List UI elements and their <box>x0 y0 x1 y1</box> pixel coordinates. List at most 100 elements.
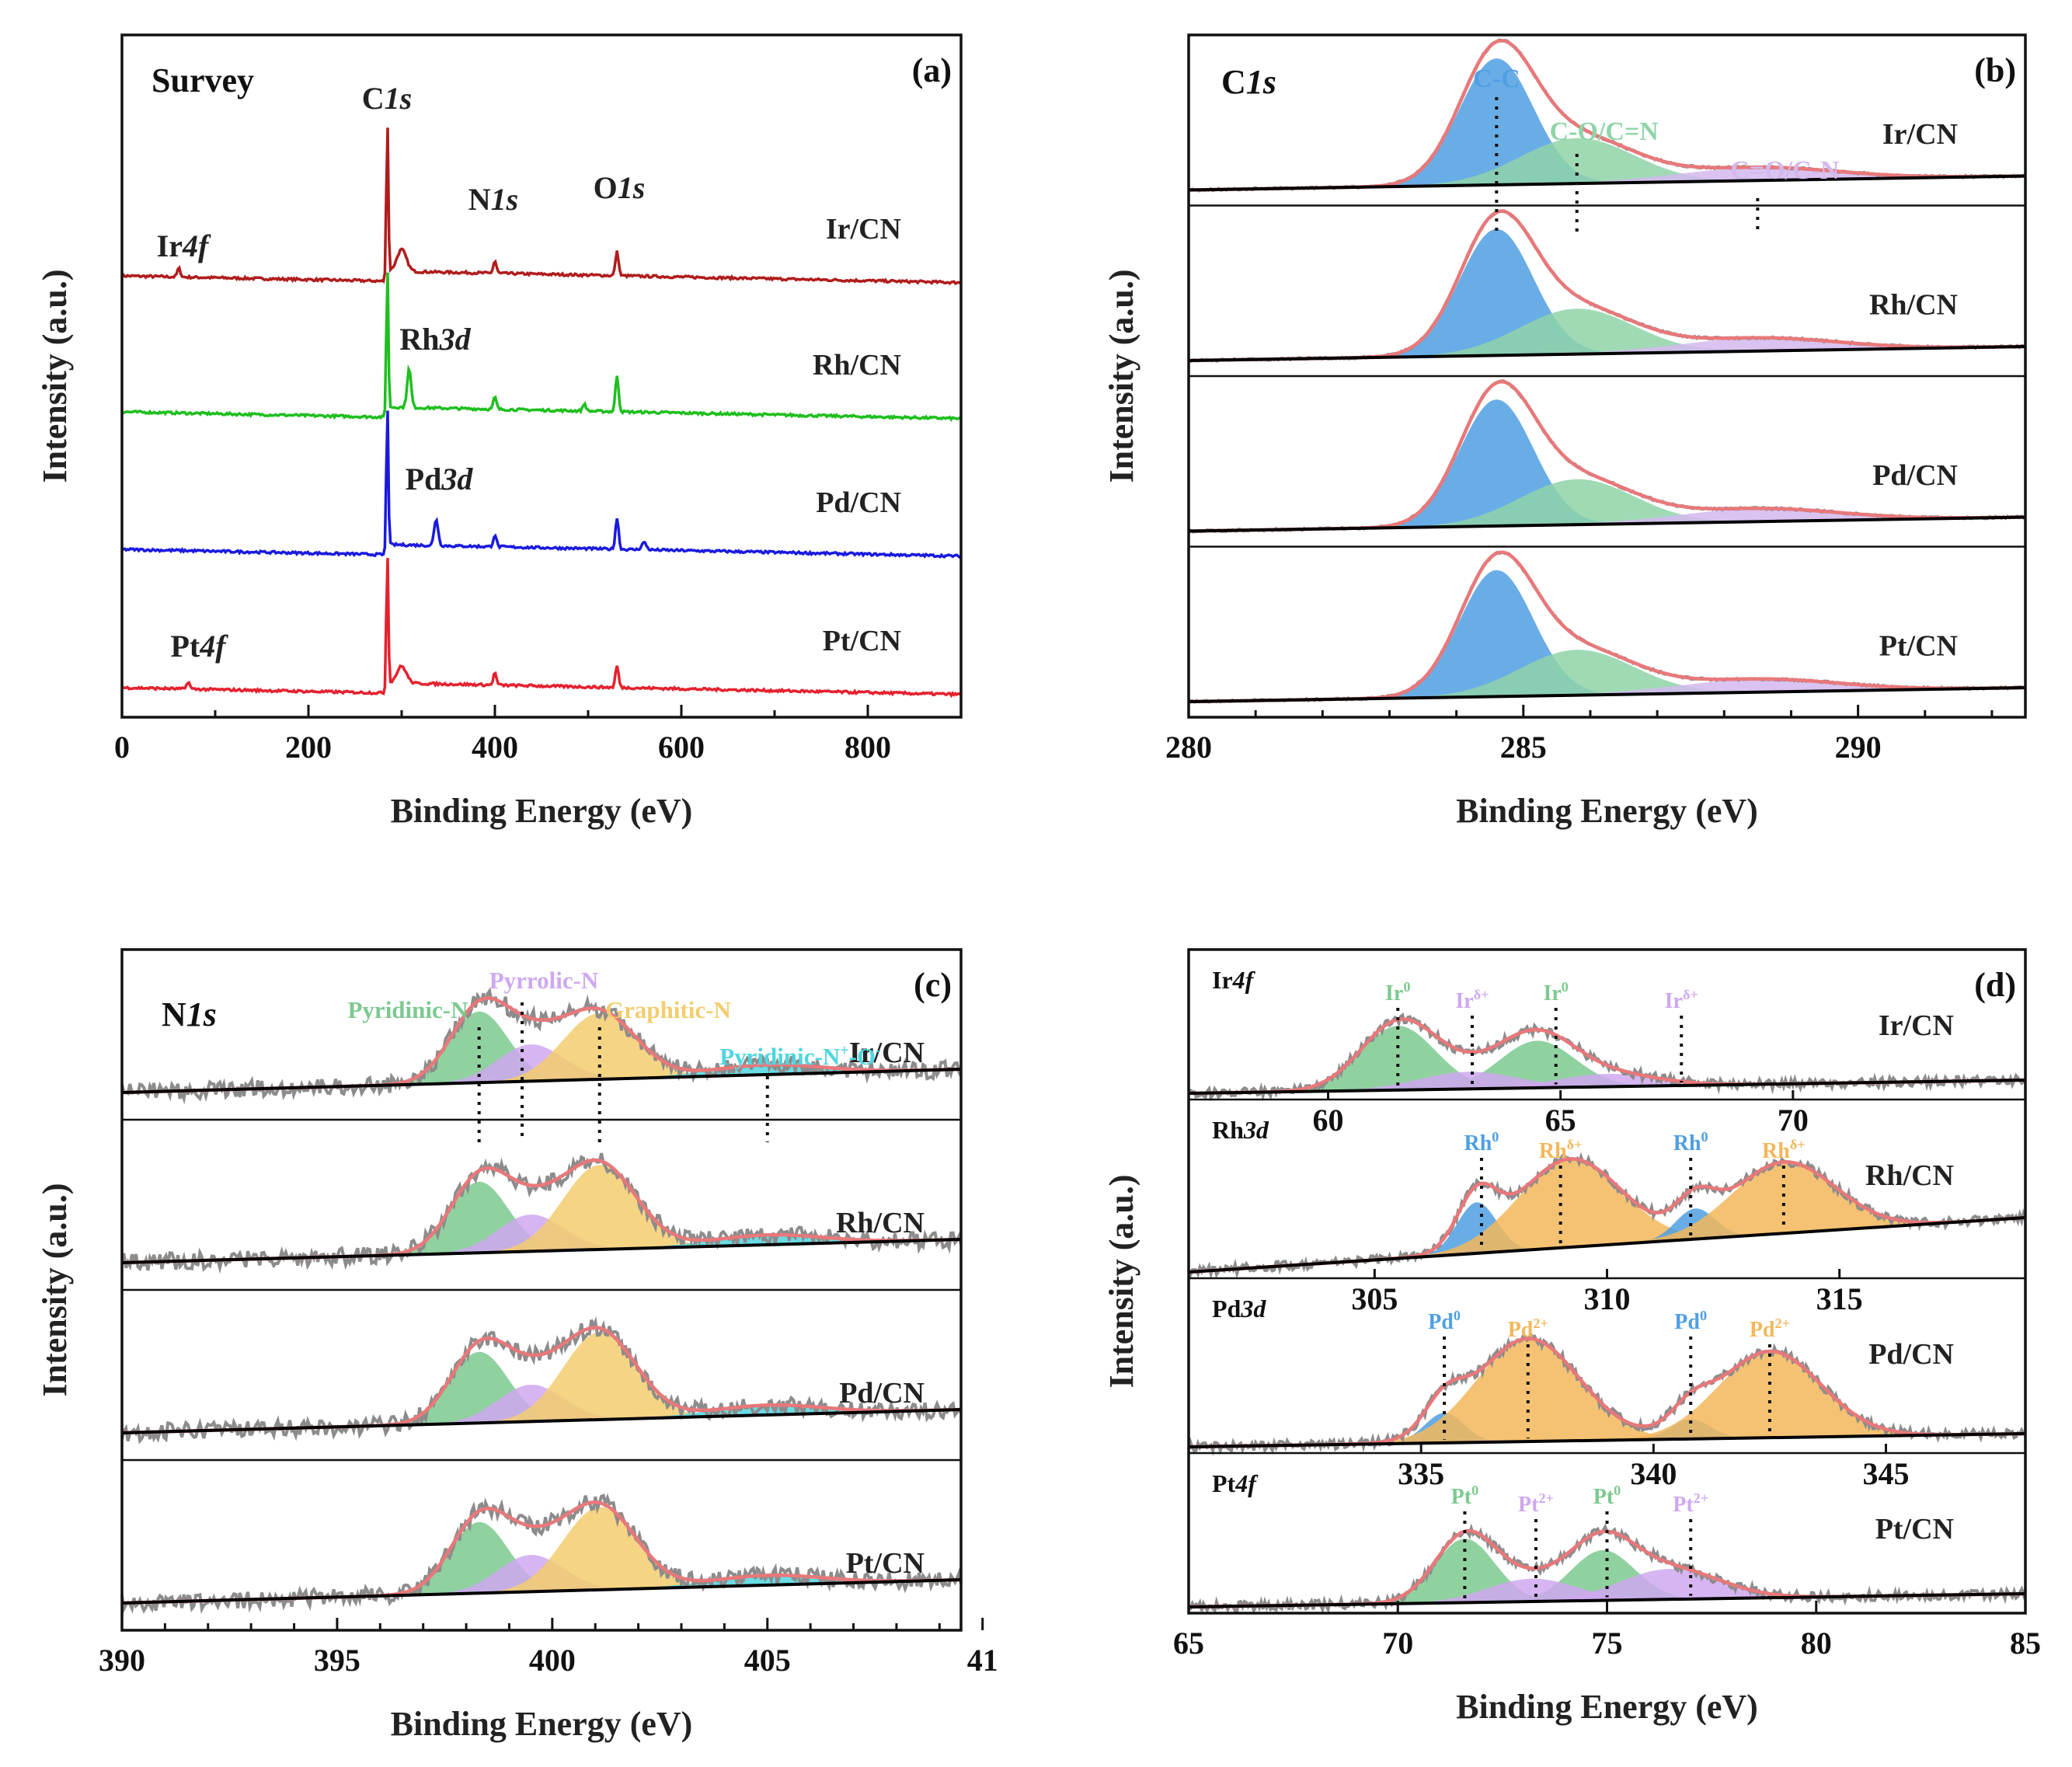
component-label: C-O/C=N <box>1550 117 1659 146</box>
x-tick-label: 405 <box>744 1643 791 1678</box>
oxidation-state-label: Rhδ+ <box>1539 1137 1583 1163</box>
x-tick-label: 65 <box>1545 1103 1576 1138</box>
fit-component-graphiticn <box>122 1332 961 1433</box>
oxidation-state-label: Irδ+ <box>1455 987 1489 1013</box>
oxidation-state-label: Pt0 <box>1593 1483 1621 1509</box>
component-label: Pyridinic-N+-O- <box>719 1042 881 1070</box>
fit-component-pyridinicno <box>122 1235 961 1263</box>
panel-b-frame <box>1187 33 2027 719</box>
fit-component-pyridinicno <box>122 1065 961 1093</box>
survey-line-rh-cn <box>121 272 962 422</box>
sample-label: Ir/CN <box>849 1037 925 1069</box>
sample-label: Pt/CN <box>1875 1513 1954 1546</box>
survey-line-pt-cn <box>121 558 962 699</box>
survey-line-pd-cn <box>122 410 963 559</box>
oxidation-state-label: Irδ+ <box>1665 987 1698 1013</box>
sample-label: Pt/CN <box>1879 630 1958 663</box>
x-tick-label: 80 <box>1801 1626 1832 1661</box>
baseline-line <box>1188 1432 2026 1448</box>
fit-component-graphiticn <box>122 1165 961 1263</box>
element-label: Rh3d <box>1212 1116 1269 1144</box>
panel-a-ylabel: Intensity (a.u.) <box>36 269 74 483</box>
baseline-line <box>1188 1592 2026 1608</box>
oxidation-state-label: Rh0 <box>1673 1129 1708 1155</box>
fit-component-cocn <box>1189 650 2025 702</box>
panel-a-frame <box>120 33 963 719</box>
oxidation-state-label: Pt2+ <box>1518 1490 1554 1517</box>
panel-d-xlabel: Binding Energy (eV) <box>1456 1688 1758 1726</box>
x-tick-label: 335 <box>1398 1456 1444 1491</box>
panel-c: Ir/CN Rh/CN Pd/CN Pt/CN 390 395 400 405 41 (c) Bin… <box>36 948 998 1743</box>
raw-data-line <box>120 1316 963 1445</box>
fit-component-cocn <box>1189 167 2025 190</box>
fit-component-rh-oxidized <box>1189 1162 2025 1272</box>
component-label: C=O/C-N <box>1730 156 1840 185</box>
x-tick-label: 65 <box>1173 1626 1204 1661</box>
x-tick-label: 345 <box>1863 1456 1910 1491</box>
fit-component-cocn <box>1189 679 2025 702</box>
fit-component-pd-oxidized <box>1189 1338 2025 1447</box>
fit-component-cocn <box>1189 338 2025 361</box>
raw-data-line <box>120 1493 963 1615</box>
oxidation-state-label: Pd0 <box>1674 1308 1707 1334</box>
sample-label: Pd/CN <box>1868 1338 1954 1371</box>
fit-component-cocn <box>1189 479 2025 531</box>
x-tick-label: 600 <box>658 730 705 765</box>
sample-label: Ir/CN <box>1882 118 1958 151</box>
fit-component-ir-metallic <box>1189 1026 2025 1093</box>
x-tick-label: 70 <box>1382 1626 1413 1661</box>
element-label: Pd3d <box>1212 1295 1266 1323</box>
fit-component-graphiticn <box>122 1012 961 1093</box>
sample-label: Pt/CN <box>846 1547 925 1580</box>
x-tick-label: 310 <box>1584 1281 1631 1316</box>
x-tick-label: 400 <box>472 730 518 765</box>
fit-component-ir-oxidized <box>1189 1074 2025 1093</box>
oxidation-state-label: Pd2+ <box>1508 1316 1548 1342</box>
panel-d: Ir4f Ir/CN Ir0 Irδ+ Ir0 Irδ+ 60 65 70 Rh3d Rh/CN Rh… <box>1102 948 2041 1726</box>
fit-component-pyridinicno <box>122 1405 961 1433</box>
panel-b-xlabel: Binding Energy (eV) <box>1456 792 1758 830</box>
x-tick-label: 390 <box>99 1643 145 1678</box>
survey-series-label: Pd/CN <box>816 486 901 519</box>
element-label: Pt4f <box>1212 1469 1259 1497</box>
oxidation-state-label: Pt0 <box>1451 1483 1479 1509</box>
oxidation-state-label: Pd2+ <box>1750 1316 1790 1342</box>
survey-peak-label: C1s <box>362 81 412 116</box>
panel-b-ylabel: Intensity (a.u.) <box>1102 269 1140 483</box>
baseline-line <box>1188 1216 2026 1274</box>
survey-line-ir-cn <box>120 127 962 286</box>
baseline-line <box>1188 686 2026 703</box>
component-label: C-C <box>1473 64 1520 93</box>
x-tick-label: 70 <box>1778 1103 1809 1138</box>
baseline-line <box>121 1068 962 1094</box>
component-label: Graphitic-N <box>605 996 731 1023</box>
survey-peak-label: Rh3d <box>399 322 471 357</box>
x-tick-label: 285 <box>1500 730 1547 765</box>
component-label: Pyrrolic-N <box>489 967 599 994</box>
panel-c-xlabel: Binding Energy (eV) <box>391 1705 693 1743</box>
panel-c-ylabel: Intensity (a.u.) <box>36 1183 74 1396</box>
x-tick-label: 800 <box>844 730 891 765</box>
survey-peak-label: Pt4f <box>170 629 228 664</box>
panel-b-title: C1s <box>1221 63 1276 101</box>
panel-d-frame <box>1187 948 2027 1615</box>
sample-label: Rh/CN <box>1865 1159 1954 1192</box>
fit-component-ir-oxidized <box>1189 1072 2025 1093</box>
panel-d-ylabel: Intensity (a.u.) <box>1102 1174 1140 1388</box>
panel-c-title: N1s <box>162 995 217 1033</box>
x-tick-label: 305 <box>1351 1281 1398 1316</box>
fit-component-pyridinicno <box>122 1575 961 1603</box>
oxidation-state-label: Rh0 <box>1464 1129 1499 1155</box>
fit-component-rh-oxidized <box>1189 1159 2025 1272</box>
oxidation-state-label: Rhδ+ <box>1762 1137 1806 1163</box>
survey-series-label: Rh/CN <box>813 349 901 382</box>
panel-a-letter: (a) <box>912 51 952 89</box>
x-tick-label: 60 <box>1313 1103 1344 1138</box>
sample-label: Ir/CN <box>1879 1009 1954 1042</box>
x-tick-label: 200 <box>285 730 332 765</box>
baseline-line <box>1188 174 2026 192</box>
oxidation-state-label: Ir0 <box>1385 979 1410 1005</box>
panel-a-title: Survey <box>151 61 254 99</box>
panel-a-xlabel: Binding Energy (eV) <box>391 792 693 830</box>
x-tick-label: 395 <box>314 1643 360 1678</box>
